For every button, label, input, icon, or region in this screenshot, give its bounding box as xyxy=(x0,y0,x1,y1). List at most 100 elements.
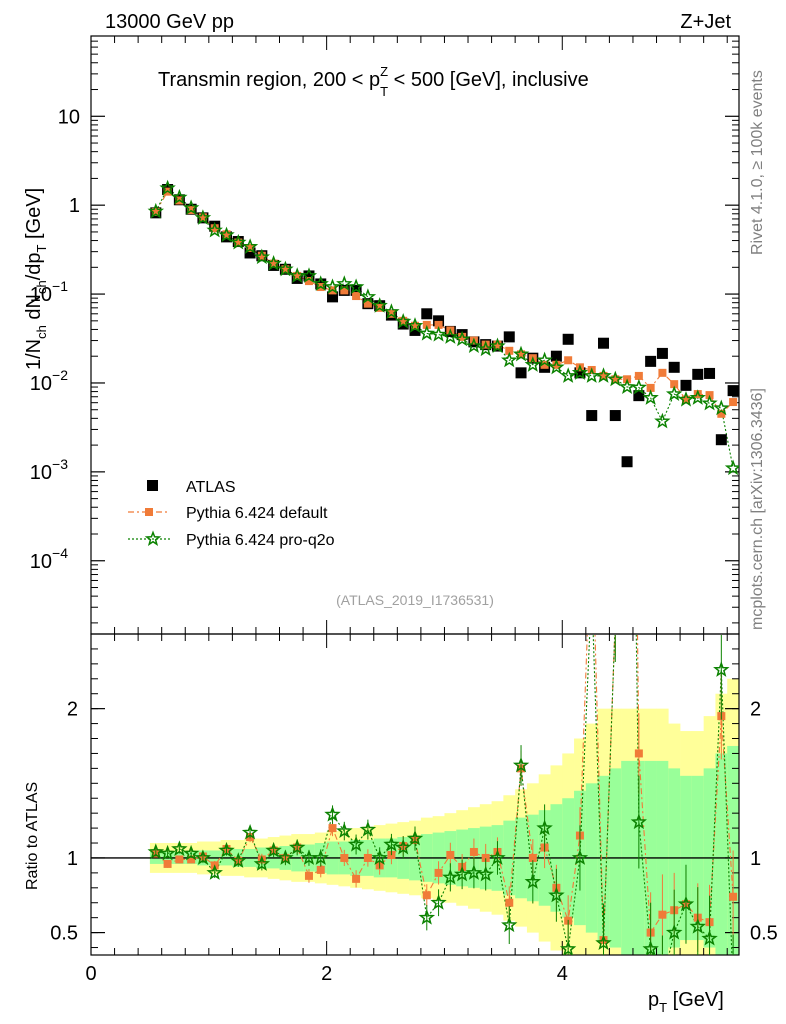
ratio-default-point xyxy=(175,855,184,864)
xtick-label: 0 xyxy=(85,963,96,985)
main-ytick-label: 1 xyxy=(69,195,80,217)
ratio-proq2o-point xyxy=(218,841,235,858)
default-point xyxy=(257,251,266,260)
proq2o-point xyxy=(418,324,436,341)
ratio-default-point xyxy=(469,847,478,856)
proq2o-point xyxy=(394,312,412,329)
legend-marker-atlas xyxy=(147,480,158,491)
ratio-proq2o-point xyxy=(630,813,647,830)
header-right-label: Z+Jet xyxy=(680,11,731,33)
band-green xyxy=(715,753,728,955)
ratio-proq2o-point xyxy=(586,583,598,595)
proq2o-point xyxy=(182,199,200,215)
proq2o-point xyxy=(536,351,553,368)
ratio-default-point xyxy=(481,853,490,862)
default-point xyxy=(234,238,243,247)
proq2o-point xyxy=(230,233,247,250)
default-point xyxy=(363,299,372,308)
rivet-version-label: Rivet 4.1.0, ≥ 100k events xyxy=(749,70,766,255)
legend: ATLAS Pythia 6.424 default Pythia 6.424 … xyxy=(128,479,335,549)
ratio-proq2o-point xyxy=(609,613,621,625)
atlas-point xyxy=(303,270,315,282)
default-point xyxy=(646,383,655,392)
default-point xyxy=(670,380,679,389)
ratio-ytick-label-right: 0.5 xyxy=(750,923,778,945)
proq2o-point xyxy=(607,370,624,387)
ratio-proq2o-point xyxy=(253,855,271,871)
atlas-point xyxy=(598,337,610,349)
ratio-default-point xyxy=(422,891,431,900)
atlas-point xyxy=(668,361,680,373)
ratio-proq2o-point xyxy=(371,849,388,865)
atlas-point xyxy=(327,291,339,303)
ratio-proq2o-point xyxy=(418,909,436,925)
default-point xyxy=(434,320,443,329)
ratio-proq2o-point xyxy=(501,916,518,933)
legend-marker-proq2o xyxy=(144,530,162,547)
atlas-point xyxy=(503,331,515,343)
proq2o-point xyxy=(689,389,706,405)
default-point xyxy=(611,375,620,384)
proq2o-point xyxy=(265,254,282,271)
ratio-frame xyxy=(90,633,740,956)
default-point xyxy=(222,230,231,239)
ratio-default-point xyxy=(340,853,349,862)
header-left-label: 13000 GeV pp xyxy=(105,11,234,33)
ratio-default-point xyxy=(304,871,313,880)
proq2o-point xyxy=(559,367,577,383)
atlas-point xyxy=(715,434,727,446)
atlas-point xyxy=(574,367,586,379)
atlas-point xyxy=(421,308,433,320)
main-ytick-label: 10−4 xyxy=(30,545,68,573)
default-point xyxy=(352,292,361,301)
legend-label-default: Pythia 6.424 default xyxy=(186,505,328,522)
proq2o-point xyxy=(524,356,542,372)
proq2o-point xyxy=(147,202,165,219)
main-ytick-label: 10−2 xyxy=(30,367,68,395)
default-point xyxy=(458,332,467,341)
ratio-default-point xyxy=(729,892,738,901)
ratio-default-point xyxy=(187,855,196,864)
proq2o-point xyxy=(642,389,659,405)
proq2o-point xyxy=(218,226,235,243)
default-point xyxy=(210,224,219,233)
proq2o-point xyxy=(595,367,612,383)
default-point xyxy=(151,207,160,216)
proq2o-point xyxy=(300,267,318,283)
analysis-id: (ATLAS_2019_I1736531) xyxy=(336,592,494,608)
main-ytick-label: 10−1 xyxy=(30,278,68,306)
ratio-proq2o-point xyxy=(677,895,695,912)
ratio-proq2o-point xyxy=(465,864,483,880)
ratio-default-point xyxy=(658,910,667,919)
ratio-proq2o-point xyxy=(477,865,494,882)
atlas-point xyxy=(727,385,739,397)
default-point xyxy=(729,398,738,407)
legend-label-proq2o: Pythia 6.424 pro-q2o xyxy=(186,532,335,549)
default-point xyxy=(552,360,561,369)
default-point xyxy=(540,360,549,369)
proq2o-point xyxy=(194,209,212,225)
ratio-default-point xyxy=(352,874,361,883)
proq2o-point xyxy=(583,367,600,383)
proq2o-point xyxy=(277,260,294,277)
default-point xyxy=(293,271,302,280)
proq2o-point xyxy=(241,238,259,254)
ratio-proq2o-point xyxy=(727,981,739,993)
ratio-proq2o-point xyxy=(359,820,377,837)
proq2o-point xyxy=(253,248,271,265)
ratio-proq2o-point xyxy=(689,917,706,934)
proq2o-point xyxy=(548,358,565,375)
proq2o-point xyxy=(701,394,718,411)
ratio-proq2o-point xyxy=(524,873,542,889)
ratio-default-point xyxy=(505,898,514,907)
ratio-series xyxy=(147,583,739,993)
atlas-point xyxy=(433,315,445,327)
ratio-default-point xyxy=(528,853,537,862)
ratio-proq2o-point xyxy=(194,849,212,865)
ratio-y-axis-label: Ratio to ATLAS xyxy=(24,782,41,890)
legend-marker-default xyxy=(145,508,153,516)
ratio-proq2o-point xyxy=(642,940,659,955)
default-point xyxy=(198,213,207,222)
default-point xyxy=(246,243,255,252)
